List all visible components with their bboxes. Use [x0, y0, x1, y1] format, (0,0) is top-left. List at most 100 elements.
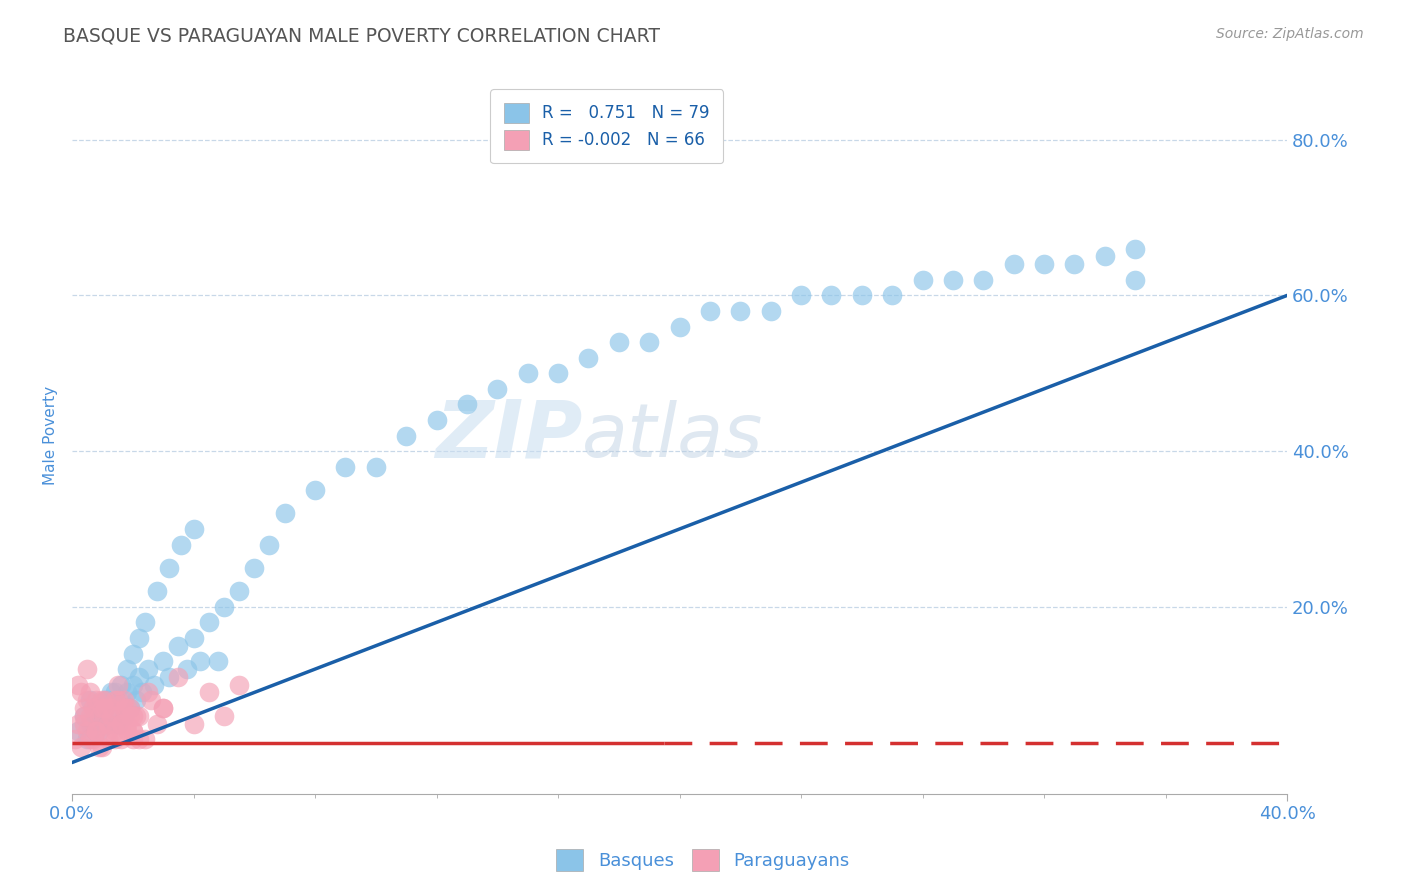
Point	[107, 716, 129, 731]
Point	[170, 537, 193, 551]
Point	[91, 701, 114, 715]
Point	[128, 631, 150, 645]
Point	[176, 662, 198, 676]
Point	[84, 701, 107, 715]
Point	[259, 537, 281, 551]
Legend: Basques, Paraguayans: Basques, Paraguayans	[550, 842, 856, 879]
Point	[79, 732, 101, 747]
Point	[112, 701, 135, 715]
Point	[107, 708, 129, 723]
Point	[578, 351, 600, 365]
Point	[121, 678, 143, 692]
Point	[183, 716, 205, 731]
Point	[79, 708, 101, 723]
Point	[128, 708, 150, 723]
Point	[273, 507, 295, 521]
Point	[91, 708, 114, 723]
Point	[89, 724, 111, 739]
Point	[851, 288, 873, 302]
Point	[91, 739, 114, 754]
Point	[136, 662, 159, 676]
Point	[188, 654, 211, 668]
Point	[146, 584, 169, 599]
Point	[134, 732, 156, 747]
Point	[73, 708, 96, 723]
Point	[228, 584, 250, 599]
Point	[121, 724, 143, 739]
Point	[73, 701, 96, 715]
Point	[167, 639, 190, 653]
Point	[820, 288, 842, 302]
Point	[516, 366, 538, 380]
Point	[79, 716, 101, 731]
Point	[759, 304, 782, 318]
Point	[1123, 242, 1146, 256]
Point	[76, 693, 98, 707]
Point	[82, 732, 104, 747]
Point	[183, 631, 205, 645]
Point	[110, 716, 132, 731]
Point	[197, 615, 219, 630]
Point	[91, 708, 114, 723]
Text: atlas: atlas	[582, 400, 763, 472]
Point	[1033, 257, 1056, 271]
Point	[730, 304, 752, 318]
Point	[131, 685, 153, 699]
Point	[911, 273, 934, 287]
Y-axis label: Male Poverty: Male Poverty	[44, 386, 58, 485]
Point	[97, 716, 120, 731]
Point	[942, 273, 965, 287]
Point	[76, 662, 98, 676]
Point	[70, 739, 93, 754]
Point	[115, 701, 138, 715]
Point	[89, 708, 111, 723]
Point	[152, 701, 174, 715]
Point	[121, 708, 143, 723]
Point	[128, 732, 150, 747]
Point	[94, 693, 117, 707]
Point	[97, 732, 120, 747]
Point	[94, 693, 117, 707]
Point	[143, 678, 166, 692]
Point	[76, 732, 98, 747]
Point	[197, 685, 219, 699]
Point	[972, 273, 994, 287]
Point	[103, 724, 125, 739]
Point	[638, 335, 661, 350]
Point	[152, 654, 174, 668]
Point	[112, 708, 135, 723]
Point	[121, 724, 143, 739]
Point	[115, 724, 138, 739]
Legend: R =   0.751   N = 79, R = -0.002   N = 66: R = 0.751 N = 79, R = -0.002 N = 66	[491, 89, 723, 163]
Point	[84, 724, 107, 739]
Point	[67, 678, 90, 692]
Point	[304, 483, 326, 497]
Point	[94, 701, 117, 715]
Point	[1094, 250, 1116, 264]
Point	[110, 693, 132, 707]
Text: Source: ZipAtlas.com: Source: ZipAtlas.com	[1216, 27, 1364, 41]
Point	[152, 701, 174, 715]
Point	[335, 459, 357, 474]
Point	[243, 561, 266, 575]
Point	[1123, 273, 1146, 287]
Point	[107, 693, 129, 707]
Point	[103, 701, 125, 715]
Point	[103, 693, 125, 707]
Point	[76, 724, 98, 739]
Point	[125, 708, 148, 723]
Point	[103, 732, 125, 747]
Point	[183, 522, 205, 536]
Point	[79, 693, 101, 707]
Point	[121, 732, 143, 747]
Point	[63, 732, 86, 747]
Point	[70, 685, 93, 699]
Text: BASQUE VS PARAGUAYAN MALE POVERTY CORRELATION CHART: BASQUE VS PARAGUAYAN MALE POVERTY CORREL…	[63, 27, 661, 45]
Point	[167, 670, 190, 684]
Point	[82, 701, 104, 715]
Point	[547, 366, 569, 380]
Point	[456, 397, 478, 411]
Point	[110, 678, 132, 692]
Point	[1063, 257, 1085, 271]
Point	[79, 685, 101, 699]
